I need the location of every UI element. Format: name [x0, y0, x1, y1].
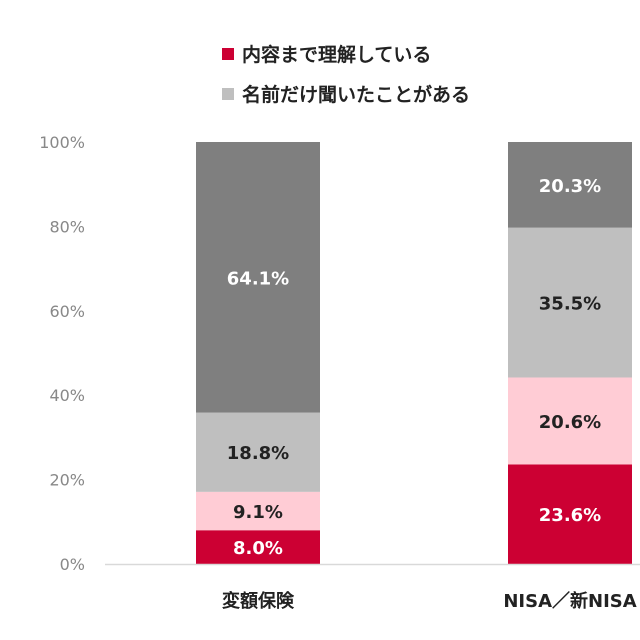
y-tick-label: 0%	[60, 555, 85, 574]
legend-swatch	[222, 47, 234, 60]
y-tick-label: 20%	[49, 471, 85, 490]
bar-segment	[508, 142, 632, 228]
legend-item-understand: 内容まで理解している	[222, 40, 431, 67]
bar-segment	[196, 412, 320, 492]
data-label: 64.1%	[227, 268, 289, 289]
y-tick-label: 100%	[39, 133, 85, 152]
y-tick-label: 40%	[49, 386, 85, 405]
bar-segment	[508, 377, 632, 465]
x-category-label: 変額保険	[222, 590, 295, 612]
x-category-label: NISA／新NISA	[503, 590, 636, 612]
data-label: 9.1%	[233, 502, 283, 523]
bar-segment	[196, 530, 320, 564]
data-label: 20.6%	[539, 412, 601, 433]
bar-segment	[508, 227, 632, 378]
legend-item-heard-name: 名前だけ聞いたことがある	[222, 80, 470, 107]
bar-segment	[196, 142, 320, 413]
y-tick-label: 60%	[49, 302, 85, 321]
bar-segment	[508, 464, 632, 564]
data-label: 18.8%	[227, 443, 289, 464]
data-label: 35.5%	[539, 294, 601, 315]
data-label: 20.3%	[539, 176, 601, 197]
bar-segment	[196, 491, 320, 531]
legend-label: 名前だけ聞いたことがある	[242, 84, 471, 106]
data-label: 8.0%	[233, 538, 283, 559]
legend-label: 内容まで理解している	[242, 44, 432, 66]
data-label: 23.6%	[539, 505, 601, 526]
y-tick-label: 80%	[49, 217, 85, 236]
legend-swatch	[222, 87, 234, 100]
